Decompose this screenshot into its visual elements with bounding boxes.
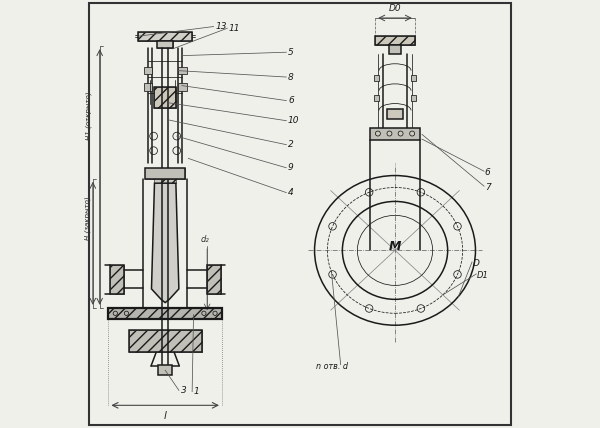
Text: D1: D1 — [477, 270, 489, 280]
Bar — [374, 95, 379, 101]
Bar — [145, 168, 185, 179]
Bar — [206, 265, 221, 294]
Bar — [109, 308, 222, 319]
Polygon shape — [151, 183, 179, 303]
Bar — [387, 109, 403, 119]
Text: 9: 9 — [288, 163, 294, 172]
Circle shape — [376, 131, 380, 136]
Bar — [139, 32, 192, 41]
Text: M: M — [389, 241, 401, 253]
Bar — [144, 67, 152, 74]
Bar — [206, 265, 221, 294]
Bar — [154, 87, 176, 108]
Text: 5: 5 — [288, 48, 294, 57]
Text: l: l — [164, 411, 167, 421]
Text: 10: 10 — [288, 116, 299, 125]
Circle shape — [410, 131, 415, 136]
Bar — [178, 83, 187, 91]
Bar — [370, 128, 420, 140]
Text: D: D — [473, 259, 480, 268]
Bar — [158, 365, 172, 374]
Text: 7: 7 — [485, 183, 491, 192]
Bar — [109, 308, 222, 319]
Text: H1 (открыто): H1 (открыто) — [86, 91, 92, 140]
Text: 8: 8 — [288, 72, 294, 82]
Bar — [374, 75, 379, 81]
Bar — [129, 330, 202, 352]
Text: 6: 6 — [288, 96, 294, 105]
Bar — [157, 41, 173, 48]
Text: D0: D0 — [389, 4, 401, 13]
Text: n отв. d: n отв. d — [316, 362, 348, 372]
Text: 3: 3 — [181, 386, 187, 395]
Text: 11: 11 — [229, 24, 241, 33]
Text: d₂: d₂ — [201, 235, 209, 244]
Text: 6: 6 — [485, 167, 491, 177]
Bar — [145, 168, 185, 179]
Bar — [411, 75, 416, 81]
Bar — [154, 168, 176, 183]
Bar — [144, 83, 152, 91]
Text: 4: 4 — [288, 188, 294, 197]
Bar — [411, 95, 416, 101]
Text: H (закрыто): H (закрыто) — [84, 196, 91, 240]
Bar — [376, 36, 415, 45]
Text: 13: 13 — [215, 22, 227, 31]
Bar — [157, 41, 173, 48]
Bar — [129, 330, 202, 352]
Bar — [139, 32, 192, 41]
Bar — [110, 265, 124, 294]
Text: 1: 1 — [194, 387, 200, 396]
Text: 2: 2 — [288, 140, 294, 149]
Bar — [178, 67, 187, 74]
Circle shape — [387, 131, 392, 136]
Bar — [376, 36, 415, 45]
Circle shape — [398, 131, 403, 136]
Bar — [154, 87, 176, 108]
Bar — [110, 265, 124, 294]
Bar — [389, 45, 401, 54]
